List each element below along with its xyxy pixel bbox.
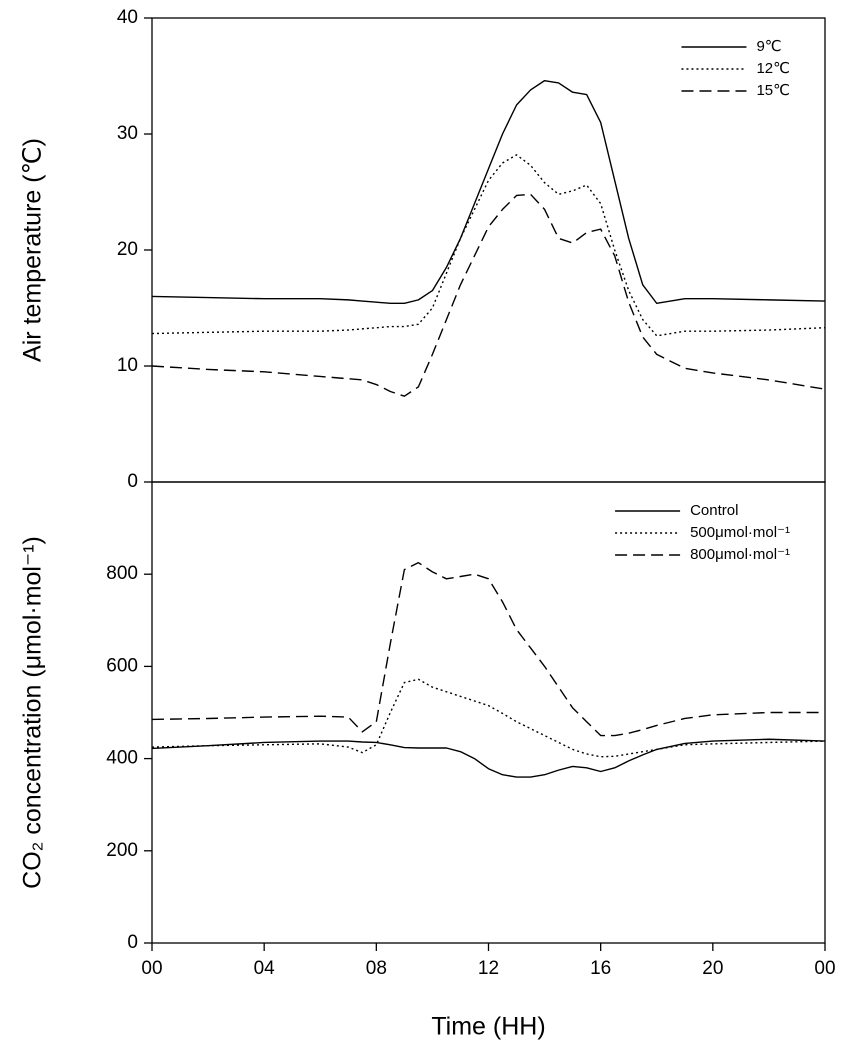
x-tick-label: 00: [814, 958, 835, 979]
y-tick-label: 400: [106, 748, 138, 769]
y-tick-label: 200: [106, 840, 138, 861]
x-tick-label: 12: [478, 958, 499, 979]
y-tick-label: 10: [117, 355, 138, 376]
y-tick-label: 30: [117, 123, 138, 144]
legend-label: 9℃: [756, 38, 781, 55]
x-axis-label: Time (HH): [431, 1013, 545, 1041]
y-tick-label: 40: [117, 7, 138, 28]
y-axis-label: CO₂ concentration (μmol·mol⁻¹): [19, 536, 47, 889]
plot-frame: [151, 17, 826, 483]
legend-label: Control: [690, 502, 738, 519]
y-tick-label: 600: [106, 655, 138, 676]
y-axis-label: Air temperature (℃): [19, 138, 47, 362]
legend-label: 800μmol·mol⁻¹: [690, 546, 790, 563]
data-line: [151, 678, 826, 758]
data-line: [151, 738, 826, 778]
data-line: [151, 561, 825, 737]
data-line: [151, 193, 826, 397]
y-tick-label: 0: [127, 932, 138, 953]
x-tick-label: 08: [366, 958, 387, 979]
y-tick-label: 0: [127, 471, 138, 492]
y-tick-label: 800: [106, 563, 138, 584]
legend-label: 12℃: [756, 60, 790, 77]
data-line: [151, 154, 826, 337]
x-tick-label: 00: [141, 958, 162, 979]
x-tick-label: 20: [702, 958, 723, 979]
legend-label: 500μmol·mol⁻¹: [690, 524, 790, 541]
y-tick-label: 20: [117, 239, 138, 260]
x-tick-label: 04: [254, 958, 276, 979]
legend-label: 15℃: [756, 82, 790, 99]
data-line: [151, 79, 826, 305]
x-tick-label: 16: [590, 958, 611, 979]
